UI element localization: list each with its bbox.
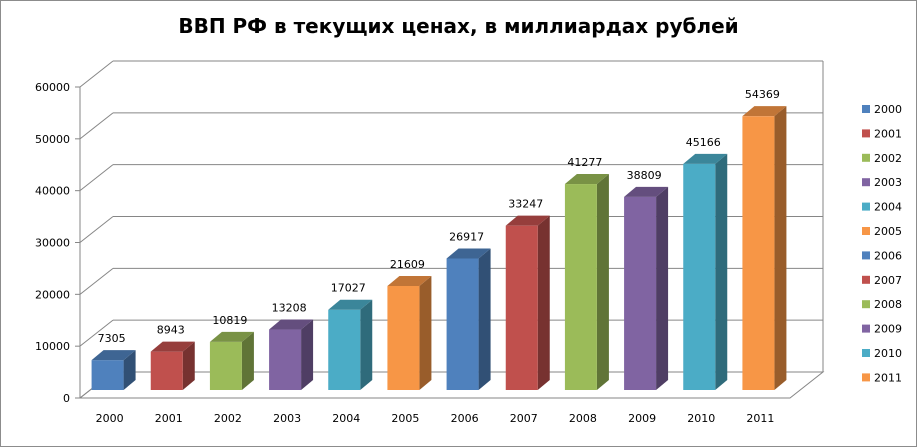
bar-side-2008	[596, 174, 609, 390]
legend-swatch	[862, 275, 870, 284]
bar-2008	[564, 184, 597, 390]
data-label: 7305	[98, 332, 126, 345]
gridline-diagonal	[79, 164, 114, 192]
legend-swatch	[862, 373, 870, 382]
legend-label: 2011	[874, 371, 902, 384]
bar-2009	[624, 196, 657, 390]
legend-label: 2002	[874, 152, 902, 165]
bar-top-2006	[446, 248, 491, 259]
legend-label: 2010	[874, 347, 902, 360]
bar-side-2010	[715, 153, 728, 390]
legend-swatch	[862, 300, 870, 309]
bar-top-2011	[742, 106, 787, 117]
legend-label: 2005	[874, 225, 902, 238]
data-label: 21609	[390, 258, 425, 271]
x-tick-label: 2002	[214, 412, 242, 425]
bar-2003	[269, 329, 302, 390]
bar-side-2009	[656, 186, 669, 390]
legend-label: 2003	[874, 176, 902, 189]
legend-swatch	[862, 349, 870, 357]
bar-2000	[91, 360, 124, 390]
data-label: 13208	[272, 302, 307, 315]
legend-swatch	[862, 202, 870, 211]
legend-swatch	[862, 324, 870, 333]
data-label: 33247	[508, 198, 543, 211]
bar-top-2007	[505, 215, 550, 226]
bar-side-2002	[241, 331, 254, 390]
legend-swatch	[862, 153, 870, 162]
legend-label: 2007	[874, 274, 902, 287]
bar-2006	[446, 258, 479, 390]
legend-label: 2008	[874, 298, 902, 311]
bar-2002	[209, 341, 242, 390]
x-tick-label: 2005	[391, 412, 419, 425]
bar-top-2000	[91, 350, 136, 361]
y-tick-label: 20000	[35, 288, 70, 301]
bar-side-2005	[419, 275, 432, 390]
data-label: 54369	[745, 88, 780, 101]
bar-2011	[742, 116, 775, 390]
bar-top-2008	[564, 174, 609, 185]
y-tick-label: 0	[63, 392, 70, 405]
bar-top-2005	[387, 275, 432, 286]
legend-swatch	[862, 105, 870, 113]
x-tick-label: 2003	[273, 412, 301, 425]
data-label: 38809	[627, 169, 662, 182]
x-tick-label: 2007	[510, 412, 538, 425]
bar-2010	[683, 163, 716, 390]
x-tick-label: 2010	[687, 412, 715, 425]
data-label: 17027	[331, 282, 366, 295]
y-tick-label: 40000	[35, 185, 70, 198]
legend-swatch	[862, 251, 870, 260]
y-tick-label: 50000	[35, 133, 70, 146]
bar-top-2009	[624, 186, 669, 197]
bar-side-2001	[182, 341, 195, 390]
bar-side-2000	[123, 350, 136, 390]
legend-label: 2001	[874, 127, 902, 140]
legend-swatch	[862, 227, 870, 235]
bar-top-2010	[683, 153, 728, 164]
bar-side-2004	[360, 299, 373, 390]
legend-swatch	[862, 129, 870, 138]
x-tick-label: 2004	[332, 412, 360, 425]
legend-label: 2000	[874, 103, 902, 116]
bar-side-2011	[774, 106, 787, 390]
legend-swatch	[862, 178, 870, 187]
x-tick-label: 2001	[155, 412, 183, 425]
data-label: 26917	[449, 230, 484, 243]
bar-top-2003	[269, 319, 314, 330]
bar-side-2007	[537, 215, 550, 390]
bar-side-2006	[478, 248, 491, 390]
bar-2005	[387, 285, 420, 390]
data-label: 8943	[157, 324, 185, 337]
legend-label: 2004	[874, 201, 902, 214]
bar-top-2004	[328, 299, 373, 310]
legend-label: 2006	[874, 249, 902, 262]
y-tick-label: 60000	[35, 81, 70, 94]
data-label: 10819	[212, 314, 247, 327]
bar-2001	[150, 351, 183, 390]
gridline-diagonal	[79, 319, 114, 347]
gridline-diagonal	[79, 60, 114, 88]
x-tick-label: 2009	[628, 412, 656, 425]
y-tick-label: 10000	[35, 340, 70, 353]
bar-top-2002	[209, 331, 254, 342]
gridline-diagonal	[79, 216, 114, 243]
gridline-diagonal	[79, 112, 114, 140]
x-tick-label: 2011	[746, 412, 774, 425]
data-label: 41277	[567, 156, 602, 169]
x-tick-label: 2000	[96, 412, 124, 425]
x-tick-label: 2008	[569, 412, 597, 425]
chart-title: ВВП РФ в текущих ценах, в миллиардах руб…	[178, 14, 739, 38]
data-label: 45166	[686, 136, 721, 149]
bar-top-2001	[150, 341, 195, 352]
y-tick-label: 30000	[35, 237, 70, 250]
bar-side-2003	[301, 319, 314, 390]
bar-2004	[328, 309, 361, 390]
bar-2007	[505, 225, 538, 390]
x-tick-label: 2006	[451, 412, 479, 425]
gridline-diagonal	[79, 267, 114, 295]
legend-label: 2009	[874, 323, 902, 336]
